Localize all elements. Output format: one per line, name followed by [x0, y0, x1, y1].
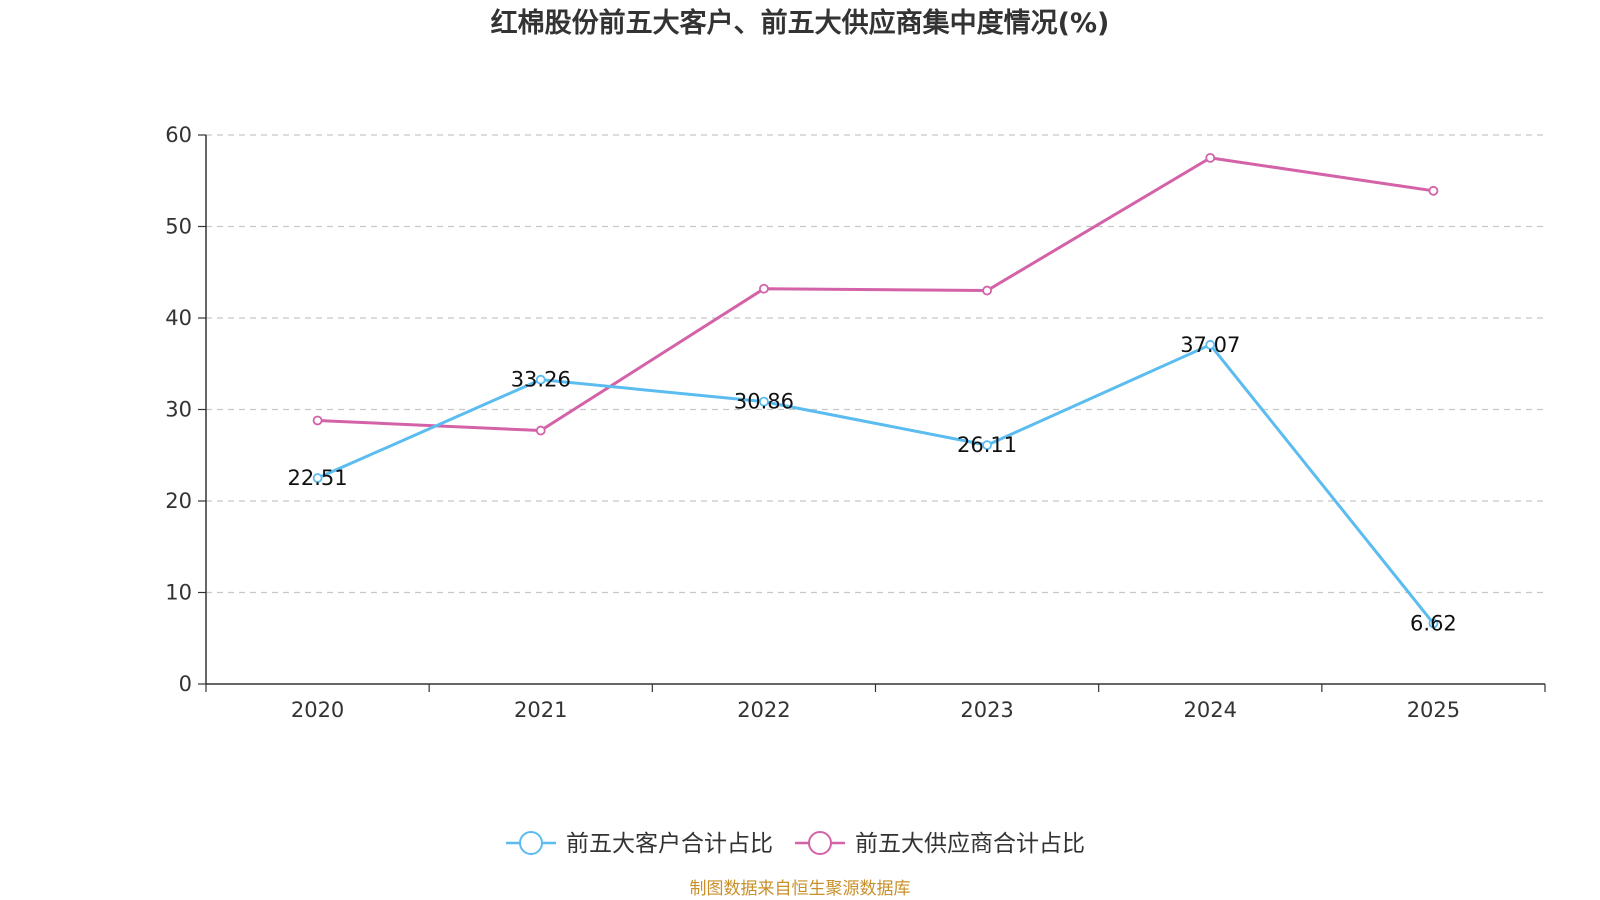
source-note: 制图数据来自恒生聚源数据库: [690, 879, 911, 899]
series-line: [316, 343, 1435, 625]
y-tick-label: 20: [165, 489, 192, 513]
x-tick-label: 2021: [514, 698, 567, 722]
data-point: [1428, 185, 1439, 196]
x-tick-label: 2025: [1407, 698, 1460, 722]
legend: 前五大客户合计占比 前五大供应商合计占比: [506, 831, 1085, 857]
axes: 0 10 20 30 40 50 60 2020 2021 2022 2023 2024 2025: [165, 123, 1546, 722]
legend-label: 前五大供应商合计占比: [855, 831, 1085, 857]
x-tick-label: 2022: [737, 698, 790, 722]
data-label: 26.11: [957, 433, 1017, 457]
data-point: [312, 473, 323, 483]
data-point: [982, 285, 992, 296]
y-tick-label: 30: [165, 398, 192, 422]
y-tick-label: 0: [179, 672, 192, 696]
data-point: [1428, 618, 1439, 629]
chart-title: 红棉股份前五大客户、前五大供应商集中度情况(%): [491, 7, 1110, 39]
grid-lines: [206, 134, 1545, 594]
data-point: [1205, 339, 1216, 350]
data-point: [982, 440, 992, 450]
data-label: 6.62: [1410, 611, 1457, 635]
legend-marker: [519, 831, 543, 855]
x-tick-label: 2020: [291, 698, 344, 722]
y-tick-label: 60: [165, 123, 192, 147]
data-labels: 22.51 33.26 30.86 26.11 37.07 6.62: [288, 333, 1457, 636]
data-point: [759, 396, 769, 407]
data-label: 30.86: [734, 390, 794, 414]
data-point: [535, 425, 546, 436]
data-label: 33.26: [511, 368, 571, 392]
data-point: [759, 283, 769, 294]
series-group: [312, 152, 1439, 629]
y-tick-label: 40: [165, 306, 192, 330]
y-tick-label: 50: [165, 215, 192, 239]
data-point: [535, 374, 546, 385]
data-label: 22.51: [288, 466, 348, 490]
y-tick-label: 10: [165, 581, 192, 605]
legend-marker: [808, 831, 832, 855]
data-label: 37.07: [1180, 333, 1240, 357]
legend-label: 前五大客户合计占比: [566, 831, 773, 857]
data-point: [312, 415, 323, 426]
data-point: [1205, 152, 1216, 163]
series-line: [317, 156, 1434, 433]
x-tick-label: 2023: [960, 698, 1013, 722]
x-tick-label: 2024: [1184, 698, 1237, 722]
